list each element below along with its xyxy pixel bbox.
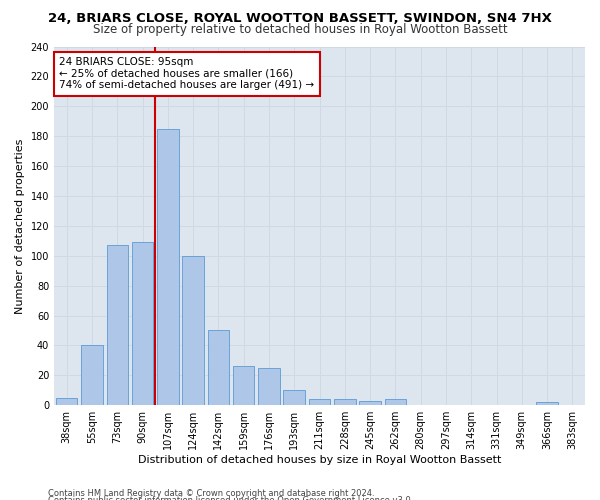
Bar	[536, 402, 558, 405]
Bar	[56, 398, 77, 405]
Bar	[385, 399, 406, 405]
Bar	[283, 390, 305, 405]
Bar	[334, 399, 356, 405]
Text: 24 BRIARS CLOSE: 95sqm
← 25% of detached houses are smaller (166)
74% of semi-de: 24 BRIARS CLOSE: 95sqm ← 25% of detached…	[59, 58, 314, 90]
Y-axis label: Number of detached properties: Number of detached properties	[15, 138, 25, 314]
Bar	[309, 399, 330, 405]
Bar	[233, 366, 254, 405]
Bar	[258, 368, 280, 405]
Bar	[359, 400, 381, 405]
Bar	[81, 346, 103, 405]
Bar	[157, 128, 179, 405]
Text: 24, BRIARS CLOSE, ROYAL WOOTTON BASSETT, SWINDON, SN4 7HX: 24, BRIARS CLOSE, ROYAL WOOTTON BASSETT,…	[48, 12, 552, 26]
Bar	[107, 246, 128, 405]
Text: Contains HM Land Registry data © Crown copyright and database right 2024.: Contains HM Land Registry data © Crown c…	[48, 488, 374, 498]
Bar	[208, 330, 229, 405]
Text: Size of property relative to detached houses in Royal Wootton Bassett: Size of property relative to detached ho…	[92, 22, 508, 36]
X-axis label: Distribution of detached houses by size in Royal Wootton Bassett: Distribution of detached houses by size …	[138, 455, 501, 465]
Text: Contains public sector information licensed under the Open Government Licence v3: Contains public sector information licen…	[48, 496, 413, 500]
Bar	[182, 256, 204, 405]
Bar	[132, 242, 153, 405]
